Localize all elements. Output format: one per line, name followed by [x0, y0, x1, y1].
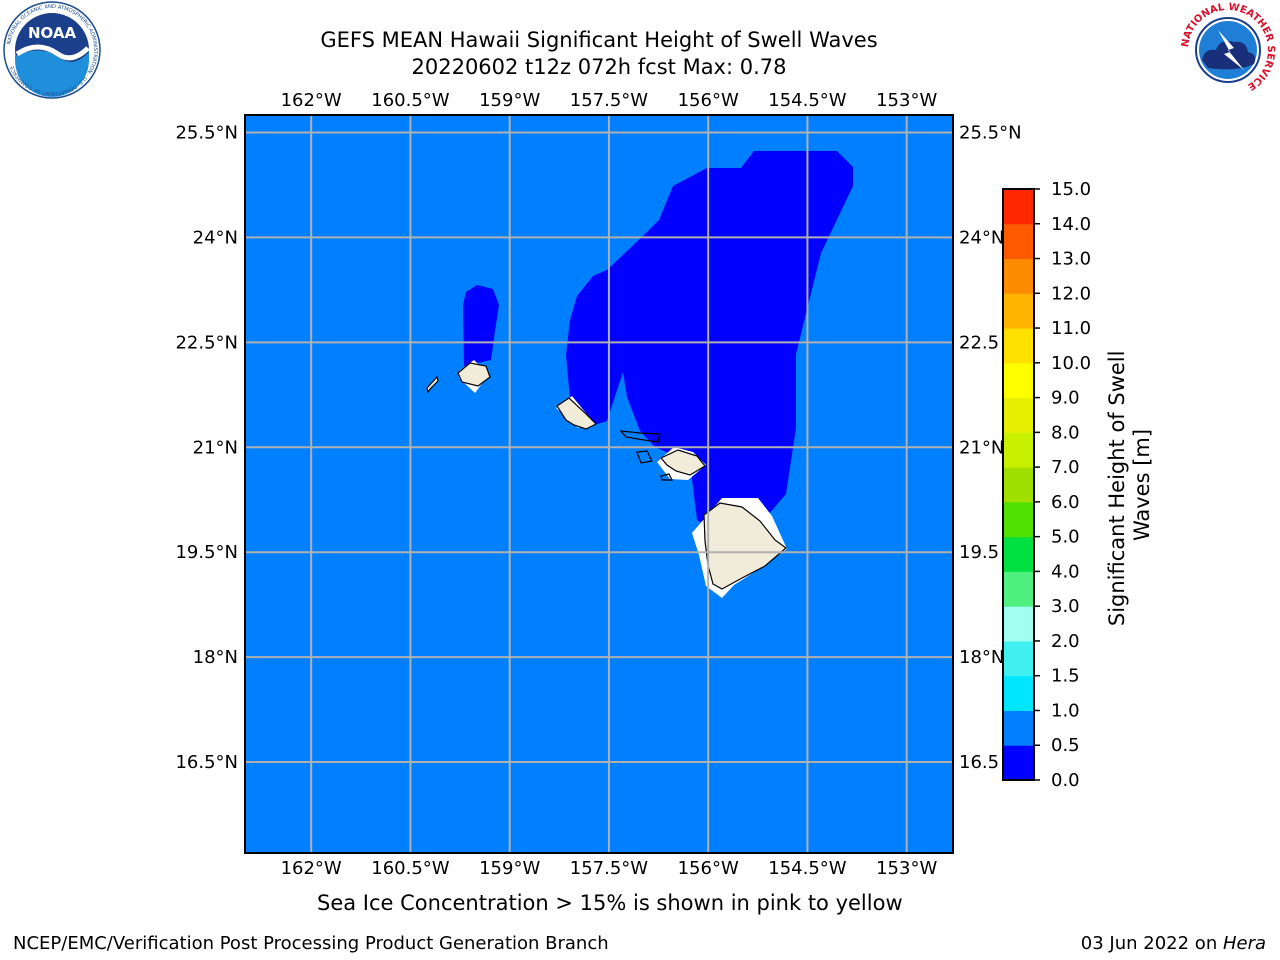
colorbar-segment: [1003, 293, 1034, 329]
colorbar-tick-label: 1.5: [1051, 666, 1080, 687]
longitude-tick-bottom: 157.5°W: [570, 858, 649, 879]
swell-contour-low-kauai: [463, 285, 499, 366]
nws-logo-icon: NATIONAL WEATHER SERVICE: [1180, 2, 1276, 98]
colorbar-segment: [1003, 432, 1034, 468]
colorbar-segment: [1003, 571, 1034, 607]
colorbar-segment: [1003, 467, 1034, 503]
land-kahoolawe: [660, 473, 673, 481]
colorbar-segment: [1003, 501, 1034, 538]
latitude-tick-left: 25.5°N: [175, 122, 238, 143]
colorbar-tick-label: 14.0: [1051, 214, 1091, 235]
latitude-tick-right: 25.5°N: [959, 122, 1022, 143]
swell-contour-low: [566, 151, 853, 526]
colorbar-tick-label: 0.0: [1051, 770, 1080, 791]
longitude-labels-bottom: 162°W 160.5°W 159°W 157.5°W 156°W 154.5°W 153°…: [281, 858, 938, 879]
colorbar-segment: [1003, 258, 1034, 294]
latitude-tick-left: 19.5°N: [175, 542, 238, 563]
colorbar-tick-label: 7.0: [1051, 457, 1080, 478]
longitude-labels-top: 162°W 160.5°W 159°W 157.5°W 156°W 154.5°W 153°…: [281, 90, 938, 111]
colorbar: 0.0 0.5 1.0 1.5 2.0 3.0 4.0 5.0 6.0 7.0 8.0 9.0 10.0…: [1002, 179, 1091, 791]
latitude-labels-left: 25.5°N 24°N 22.5°N 21°N 19.5°N 18°N 16.5°N: [175, 122, 238, 773]
noaa-logo-text: NOAA: [28, 24, 77, 42]
longitude-tick-top: 160.5°W: [371, 90, 450, 111]
land-lanai: [636, 450, 653, 464]
longitude-tick-bottom: 153°W: [876, 858, 937, 879]
colorbar-tick-label: 4.0: [1051, 561, 1080, 582]
longitude-tick-bottom: 159°W: [479, 858, 540, 879]
chart-title: GEFS MEAN Hawaii Significant Height of S…: [320, 28, 878, 52]
latitude-tick-right: 16.5: [959, 752, 999, 773]
land-molokai: [619, 430, 661, 443]
latitude-tick-left: 22.5°N: [175, 332, 238, 353]
colorbar-segment: [1003, 536, 1034, 572]
latitude-tick-right: 24°N: [959, 227, 1004, 248]
longitude-tick-top: 159°W: [479, 90, 540, 111]
colorbar-tick-label: 11.0: [1051, 318, 1091, 339]
map-frame: [244, 114, 954, 854]
latitude-tick-right: 22.5: [959, 332, 999, 353]
latitude-tick-left: 21°N: [193, 437, 238, 458]
latitude-tick-left: 16.5°N: [175, 752, 238, 773]
latitude-tick-right: 19.5: [959, 542, 999, 563]
longitude-tick-bottom: 154.5°W: [768, 858, 847, 879]
chart-subtitle: 20220602 t12z 072h fcst Max: 0.78: [411, 55, 787, 79]
longitude-tick-top: 157.5°W: [570, 90, 649, 111]
colorbar-segment: [1003, 640, 1034, 677]
map-gridlines: [245, 115, 953, 853]
colorbar-tick-label: 2.0: [1051, 631, 1080, 652]
colorbar-tick-label: 12.0: [1051, 283, 1091, 304]
footer-host: Hera: [1222, 933, 1266, 954]
colorbar-tick-label: 8.0: [1051, 422, 1080, 443]
longitude-tick-top: 154.5°W: [768, 90, 847, 111]
latitude-tick-left: 18°N: [193, 647, 238, 668]
land-kauai: [457, 362, 491, 387]
colorbar-segment: [1003, 189, 1034, 225]
colorbar-segment: [1003, 328, 1034, 364]
colorbar-tick-label: 0.5: [1051, 735, 1080, 756]
colorbar-segment: [1003, 606, 1034, 642]
land-oahu: [556, 397, 598, 430]
colorbar-segment: [1003, 675, 1034, 711]
longitude-tick-top: 162°W: [281, 90, 342, 111]
longitude-tick-top: 153°W: [876, 90, 937, 111]
colorbar-segment: [1003, 223, 1034, 260]
colorbar-frame: [1002, 188, 1035, 781]
map-plot-area: [245, 115, 953, 853]
colorbar-tick-label: 10.0: [1051, 353, 1091, 374]
colorbar-tick-label: 13.0: [1051, 249, 1091, 270]
longitude-tick-bottom: 156°W: [678, 858, 739, 879]
latitude-tick-right: 21°N: [959, 437, 1004, 458]
colorbar-label: Significant Height of Swell Waves [m]: [1105, 344, 1154, 626]
colorbar-tick-label: 15.0: [1051, 179, 1091, 200]
colorbar-tick-label: 5.0: [1051, 527, 1080, 548]
land-maui: [660, 449, 706, 476]
colorbar-tick-label: 3.0: [1051, 596, 1080, 617]
land-niihau: [426, 375, 439, 394]
colorbar-tick-label: 9.0: [1051, 388, 1080, 409]
latitude-labels-right: 25.5°N 24°N 22.5 21°N 19.5 18°N 16.5: [959, 122, 1022, 773]
footer-credit: NCEP/EMC/Verification Post Processing Pr…: [13, 933, 609, 954]
longitude-tick-bottom: 160.5°W: [371, 858, 450, 879]
ocean-swell-field: [245, 115, 953, 853]
colorbar-segment: [1003, 710, 1034, 746]
longitude-tick-bottom: 162°W: [281, 858, 342, 879]
colorbar-tick-label: 6.0: [1051, 492, 1080, 513]
longitude-tick-top: 156°W: [678, 90, 739, 111]
latitude-tick-right: 18°N: [959, 647, 1004, 668]
colorbar-tick-label: 1.0: [1051, 700, 1080, 721]
noaa-logo-icon: NOAA NATIONAL OCEANIC AND ATMOSPHERIC AD…: [3, 1, 101, 99]
colorbar-segment: [1003, 362, 1034, 399]
sea-ice-note: Sea Ice Concentration > 15% is shown in …: [317, 891, 903, 915]
footer-date: 03 Jun 2022 on Hera: [1080, 933, 1266, 954]
colorbar-segment: [1003, 745, 1034, 781]
latitude-tick-left: 24°N: [193, 227, 238, 248]
colorbar-segment: [1003, 397, 1034, 433]
